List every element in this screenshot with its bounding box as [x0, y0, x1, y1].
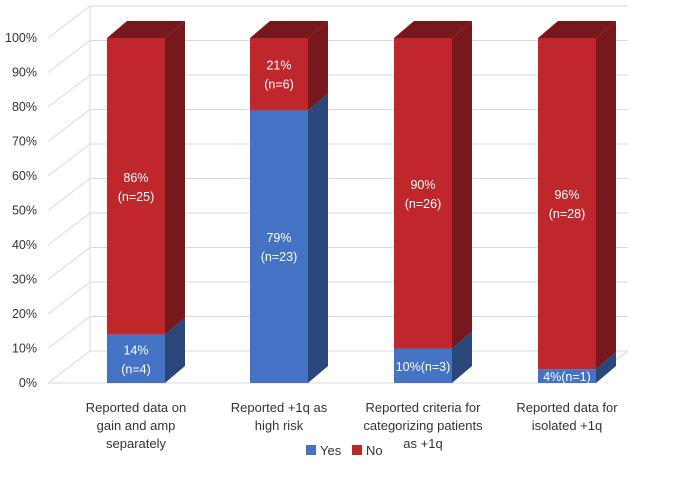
category-label: Reported data on [86, 400, 186, 415]
y-tick-label: 50% [12, 204, 37, 218]
data-label: (n=23) [261, 250, 297, 264]
legend-item-yes: Yes [306, 443, 342, 458]
bar-yes-1 [250, 93, 328, 383]
data-label: 96% [554, 188, 579, 202]
y-tick-label: 40% [12, 238, 37, 252]
category-label: categorizing patients [363, 418, 483, 433]
bars [107, 21, 616, 383]
legend-label: Yes [320, 443, 342, 458]
bar-no-1 [250, 21, 328, 111]
data-label: 4%(n=1) [543, 370, 591, 384]
bar-yes-3 [538, 352, 616, 383]
y-tick-label: 60% [12, 169, 37, 183]
category-label: Reported data for [516, 400, 618, 415]
data-label: (n=26) [405, 197, 441, 211]
category-label: separately [106, 436, 166, 451]
bar-yes-2 [394, 331, 472, 383]
data-label: (n=6) [264, 78, 294, 92]
data-label: 86% [123, 171, 148, 185]
y-tick-label: 0% [19, 376, 37, 390]
data-label: (n=28) [549, 207, 585, 221]
data-label: 79% [266, 231, 291, 245]
y-tick-label: 20% [12, 307, 37, 321]
bar-no-3 [538, 21, 616, 370]
x-axis-categories: Reported data on gain and amp separately Re… [86, 400, 618, 451]
category-label: high risk [255, 418, 304, 433]
category-label: as +1q [403, 436, 442, 451]
data-label: 90% [410, 178, 435, 192]
category-label: gain and amp [97, 418, 176, 433]
data-label: 14% [123, 343, 148, 357]
data-labels: 14% (n=4) 86% (n=25) 79% (n=23) 21% (n=6) 10%(n=… [118, 59, 591, 384]
data-label: (n=4) [121, 362, 151, 376]
data-label: 10%(n=3) [396, 360, 451, 374]
category-label: Reported criteria for [366, 400, 482, 415]
category-label: isolated +1q [532, 418, 602, 433]
legend: Yes No [306, 443, 383, 458]
legend-swatch [352, 445, 362, 455]
bar-no-2 [394, 21, 472, 349]
y-tick-label: 100% [5, 31, 37, 45]
y-tick-label: 10% [12, 342, 37, 356]
y-tick-label: 80% [12, 100, 37, 114]
bar-no-0 [107, 21, 185, 335]
legend-swatch [306, 445, 316, 455]
y-tick-label: 90% [12, 66, 37, 80]
y-tick-label: 30% [12, 273, 37, 287]
y-axis: 0% 10% 20% 30% 40% 50% 60% 70% 80% 90% 100% [5, 31, 37, 390]
y-tick-label: 70% [12, 135, 37, 149]
legend-item-no: No [352, 443, 383, 458]
category-label: Reported +1q as [231, 400, 328, 415]
bar-yes-0 [107, 317, 185, 383]
data-label: (n=25) [118, 190, 154, 204]
data-label: 21% [266, 59, 291, 73]
legend-label: No [366, 443, 383, 458]
